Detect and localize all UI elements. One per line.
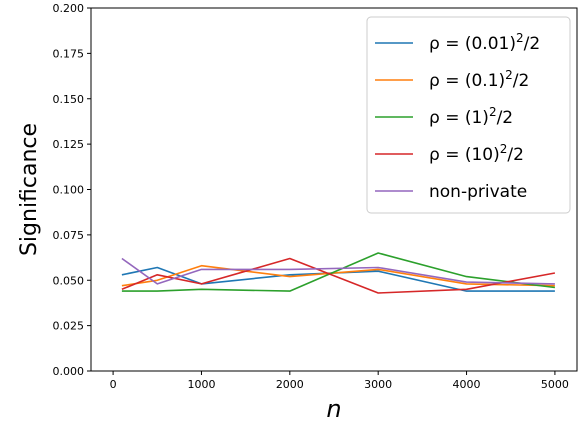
- x-tick-label: 1000: [187, 378, 215, 391]
- x-tick-label: 4000: [453, 378, 481, 391]
- x-axis-label: n: [326, 395, 341, 423]
- series-line-2: [121, 252, 555, 292]
- x-tick-label: 3000: [364, 378, 392, 391]
- y-tick-label: 0.200: [53, 2, 85, 15]
- y-tick-label: 0.150: [53, 93, 85, 106]
- y-tick-label: 0.000: [53, 365, 85, 378]
- series-line-1: [121, 264, 555, 287]
- y-tick-label: 0.125: [53, 138, 85, 151]
- legend-label-2: ρ = (1)2/2: [429, 105, 513, 128]
- series-line-4: [121, 257, 555, 285]
- x-tick-label: 0: [110, 378, 117, 391]
- series-line-3: [121, 257, 556, 294]
- series-line-0: [121, 266, 555, 292]
- y-tick-label: 0.100: [53, 184, 85, 197]
- x-tick-label: 2000: [276, 378, 304, 391]
- y-tick-label: 0.175: [53, 47, 85, 60]
- legend-label-4: non-private: [429, 182, 527, 202]
- y-axis-label: Significance: [17, 123, 42, 256]
- legend-box: [366, 16, 571, 214]
- y-tick-label: 0.075: [53, 229, 85, 242]
- legend-label-1: ρ = (0.1)2/2: [429, 68, 529, 91]
- legend-label-0: ρ = (0.01)2/2: [429, 31, 540, 54]
- y-tick-label: 0.050: [53, 274, 85, 287]
- legend-label-3: ρ = (10)2/2: [429, 142, 524, 165]
- y-tick-label: 0.025: [53, 320, 85, 333]
- x-tick-label: 5000: [541, 378, 569, 391]
